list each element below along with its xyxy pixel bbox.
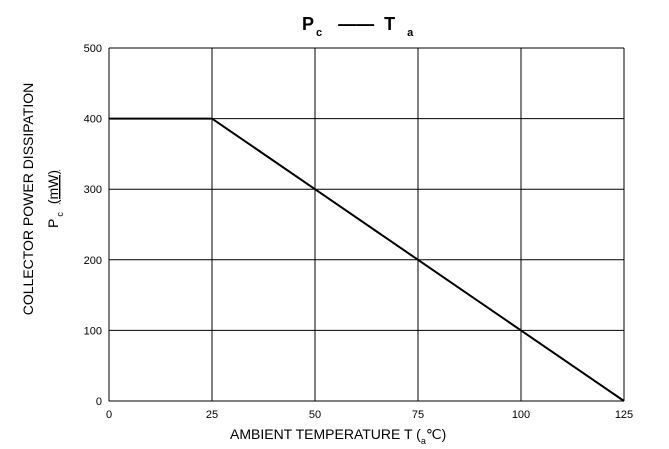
y-tick-label: 100 <box>84 325 102 337</box>
x-tick-label: 50 <box>309 409 321 421</box>
x-tick-label: 100 <box>512 409 530 421</box>
y-axis-title-2: Pc (mW) <box>45 170 65 228</box>
y-tick-label: 400 <box>84 114 102 126</box>
x-tick-label: 0 <box>106 409 112 421</box>
x-axis-title-main: AMBIENT TEMPERATURE T ( <box>230 426 421 442</box>
title-p-sub: c <box>316 27 322 39</box>
y-tick-label: 500 <box>84 43 102 55</box>
y-tick-label: 200 <box>84 255 102 267</box>
y-axis-title-sub: c <box>55 212 65 217</box>
y-axis-title: COLLECTOR POWER DISSIPATION <box>20 83 36 316</box>
title-p: P <box>302 14 314 34</box>
title-dash: —— <box>338 14 374 34</box>
series-line <box>109 117 625 402</box>
x-axis-title-sub: a <box>421 436 426 446</box>
x-tick-label: 25 <box>206 409 218 421</box>
x-axis-title-unit: ℃) <box>426 426 446 442</box>
title-t-sub: a <box>407 27 414 39</box>
x-tick-labels: 0 25 50 75 100 125 <box>106 409 633 421</box>
title-t: T <box>384 14 395 34</box>
y-axis-title-unit: (mW) <box>45 170 61 204</box>
x-axis-title: AMBIENT TEMPERATURE T (a℃) <box>230 426 446 446</box>
y-tick-label: 0 <box>96 396 102 408</box>
x-tick-label: 75 <box>412 409 424 421</box>
y-axis-title-p: P <box>45 219 61 228</box>
y-tick-labels: 0 100 200 300 400 500 <box>84 43 102 408</box>
y-axis-title-line1: COLLECTOR POWER DISSIPATION <box>20 83 36 316</box>
x-tick-label: 125 <box>615 409 633 421</box>
series <box>109 117 625 402</box>
y-tick-label: 300 <box>84 184 102 196</box>
svg-text:Pc(mW): Pc (mW) <box>45 170 65 228</box>
